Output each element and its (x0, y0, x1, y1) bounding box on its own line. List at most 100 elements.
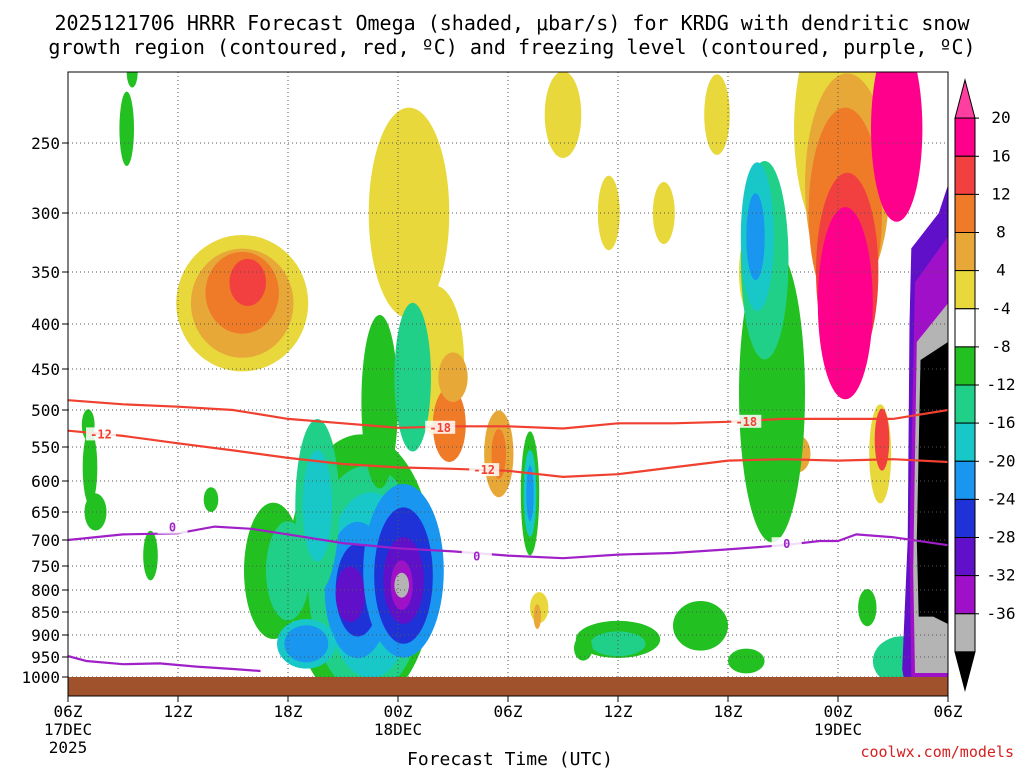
x-tick-label: 18Z (714, 702, 743, 721)
credit-label: coolwx.com/models (860, 743, 1014, 761)
x-tick-year: 2025 (49, 738, 88, 757)
colorbar-swatch (954, 498, 976, 538)
colorbar-label: -24 (987, 489, 1016, 508)
omega-cell (361, 315, 399, 489)
y-tick-label: 750 (31, 557, 60, 576)
omega-cell (266, 521, 310, 621)
contour-label: -18 (429, 421, 451, 435)
terrain-fill (68, 677, 948, 696)
omega-cell (302, 450, 332, 562)
contour-label: -12 (90, 427, 112, 441)
colorbar-swatch (954, 346, 976, 386)
omega-cell (533, 604, 541, 629)
x-tick-label: 18Z (274, 702, 303, 721)
colorbar: 20 16 12 8 4 -4 -8 -12 -16 -20 -24 -28 -32 -36 (954, 78, 1016, 692)
omega-cell (394, 302, 432, 452)
y-tick-label: 1000 (21, 668, 60, 687)
omega-cell (438, 352, 468, 403)
colorbar-label: -32 (987, 566, 1016, 585)
contour-label: 0 (473, 550, 480, 564)
omega-cell (126, 72, 138, 88)
colorbar-label: 4 (996, 261, 1006, 280)
omega-cell (394, 572, 410, 598)
y-tick-label: 600 (31, 472, 60, 491)
y-tick-label: 350 (31, 263, 60, 282)
y-tick-label: 650 (31, 503, 60, 522)
colorbar-swatch (954, 232, 976, 272)
colorbar-label: -8 (991, 337, 1010, 356)
omega-cell (746, 193, 765, 280)
omega-cell (203, 487, 219, 512)
contour-label-bg (157, 520, 188, 534)
omega-cell (526, 465, 534, 522)
contour-label: -12 (473, 463, 495, 477)
contour-freezing-level-0 (68, 525, 948, 560)
x-tick-label: 00Z (824, 702, 853, 721)
y-tick-label: 850 (31, 603, 60, 622)
y-tick-label: 450 (31, 360, 60, 379)
omega-cell (590, 631, 646, 657)
y-tick-label: 700 (31, 531, 60, 550)
colorbar-swatch (954, 270, 976, 310)
colorbar-label: -28 (987, 528, 1016, 547)
omega-cell (874, 408, 890, 471)
omega-cell (284, 625, 329, 663)
contour-label-bg (461, 549, 492, 563)
colorbar-swatch (954, 193, 976, 233)
y-tick-label: 250 (31, 134, 60, 153)
y-axis: 250 300 350 400 450 500 550 600 650 700 750 800 850 9… (21, 134, 68, 687)
chart-title-line1: 2025121706 HRRR Forecast Omega (shaded, … (54, 11, 970, 35)
y-tick-label: 550 (31, 438, 60, 457)
y-tick-label: 400 (31, 315, 60, 334)
x-tick-date: 19DEC (814, 720, 862, 739)
x-axis-label: Forecast Time (UTC) (407, 749, 613, 768)
colorbar-label: 16 (991, 146, 1010, 165)
contour-label-bg (425, 420, 456, 434)
colorbar-swatch (954, 308, 976, 348)
x-tick-label: 06Z (54, 702, 83, 721)
omega-cell (858, 589, 877, 627)
colorbar-swatch (954, 155, 976, 195)
omega-cell (728, 648, 765, 674)
contour-label: 0 (783, 537, 790, 551)
contour-freezing-level-0-surface (68, 655, 261, 673)
omega-cell (119, 91, 134, 166)
omega-cell (574, 635, 593, 661)
contour-label-bg (771, 537, 802, 551)
omega-cell (143, 530, 158, 581)
colorbar-swatch (954, 422, 976, 462)
colorbar-label: -16 (987, 413, 1016, 432)
colorbar-label: 12 (991, 184, 1010, 203)
omega-cell (673, 601, 728, 651)
colorbar-swatch (954, 575, 976, 615)
omega-shading (81, 72, 948, 696)
y-tick-label: 500 (31, 401, 60, 420)
contour-label: -18 (735, 415, 757, 429)
colorbar-swatch (954, 613, 976, 653)
colorbar-swatch (954, 537, 976, 577)
colorbar-swatch (954, 117, 976, 157)
contour-dgz-minus-18 (68, 399, 948, 430)
x-tick-label: 06Z (494, 702, 523, 721)
colorbar-label: 8 (996, 223, 1006, 242)
y-tick-label: 800 (31, 581, 60, 600)
x-tick-date: 18DEC (374, 720, 422, 739)
y-tick-label: 900 (31, 626, 60, 645)
colorbar-swatch (954, 384, 976, 424)
colorbar-label: 20 (991, 108, 1010, 127)
y-tick-label: 950 (31, 648, 60, 667)
contour-label-bg (86, 427, 116, 441)
omega-cell (871, 72, 923, 222)
omega-cell (84, 493, 107, 531)
x-tick-label: 12Z (604, 702, 633, 721)
omega-cell (229, 258, 266, 306)
chart-title-line2: growth region (contoured, red, ºC) and f… (48, 35, 975, 59)
omega-cell (817, 207, 873, 400)
y-tick-label: 300 (31, 204, 60, 223)
omega-cell (368, 107, 450, 319)
contour-label-bg (731, 414, 762, 428)
omega-cell (82, 430, 98, 505)
contour-dgz-minus-12 (68, 429, 948, 479)
